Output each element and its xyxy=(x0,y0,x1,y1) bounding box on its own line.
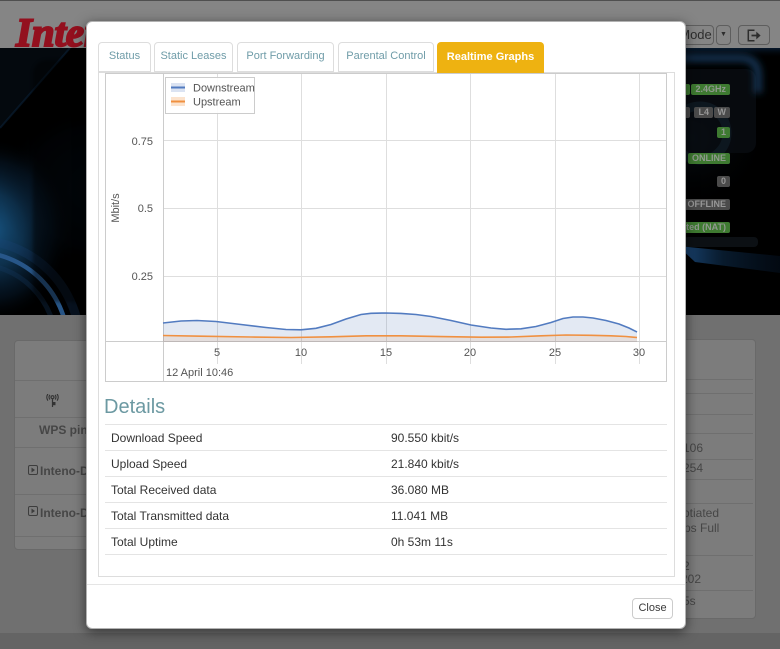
svg-text:30: 30 xyxy=(633,347,645,359)
svg-text:12 April 10:46: 12 April 10:46 xyxy=(166,367,233,379)
svg-text:15: 15 xyxy=(380,347,392,359)
svg-text:25: 25 xyxy=(549,347,561,359)
svg-text:Upstream: Upstream xyxy=(193,97,241,109)
svg-text:Downstream: Downstream xyxy=(193,83,255,95)
svg-text:0.25: 0.25 xyxy=(132,271,153,283)
svg-text:20: 20 xyxy=(464,347,476,359)
svg-text:5: 5 xyxy=(214,347,220,359)
svg-text:10: 10 xyxy=(295,347,307,359)
svg-text:0.75: 0.75 xyxy=(132,136,153,148)
svg-text:0.5: 0.5 xyxy=(138,203,153,215)
svg-text:Mbit/s: Mbit/s xyxy=(110,193,122,223)
